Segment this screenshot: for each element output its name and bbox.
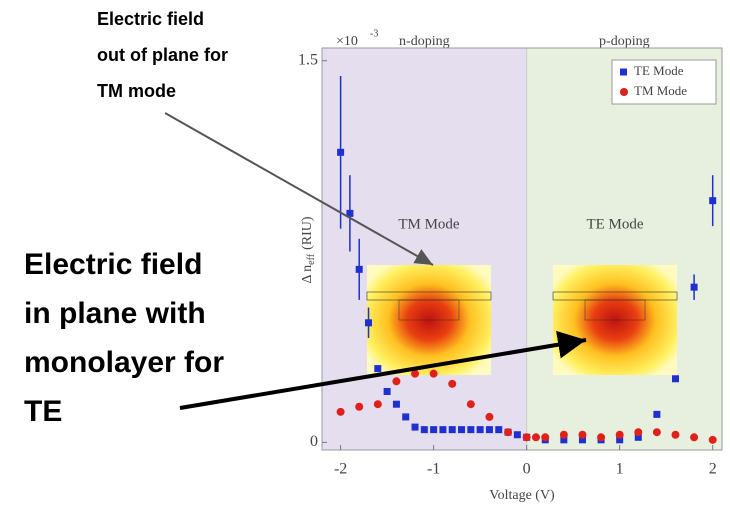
inset-label: TE Mode bbox=[586, 216, 643, 232]
legend-box bbox=[611, 59, 717, 105]
point bbox=[429, 369, 438, 378]
point bbox=[448, 426, 456, 434]
annotation-line: Electric field bbox=[24, 248, 202, 281]
point bbox=[485, 426, 493, 434]
point bbox=[485, 412, 494, 421]
y-label: Δ neff (RIU) bbox=[300, 216, 317, 283]
inset-label: TM Mode bbox=[398, 216, 460, 232]
annotations: Electric field out of plane for TM modeEle… bbox=[24, 9, 587, 428]
point bbox=[411, 369, 420, 378]
legend-marker bbox=[620, 68, 627, 76]
point bbox=[420, 426, 428, 434]
point bbox=[476, 426, 484, 434]
y-exponent-power: -3 bbox=[370, 28, 378, 39]
x-tick-label: 1 bbox=[616, 461, 624, 478]
region-label: n-doping bbox=[399, 34, 450, 49]
point bbox=[616, 436, 624, 444]
point bbox=[559, 430, 568, 439]
point bbox=[355, 265, 363, 273]
annotation-line: Electric field bbox=[97, 9, 204, 29]
x-tick-label: -2 bbox=[334, 461, 347, 478]
annotation-line: monolayer for bbox=[24, 346, 224, 379]
point bbox=[560, 436, 568, 444]
y-exponent-base: ×10 bbox=[336, 34, 358, 49]
region-label: p-doping bbox=[599, 34, 650, 49]
point bbox=[671, 375, 679, 383]
y-label-part: Δ n bbox=[300, 265, 315, 284]
annotation-line: TE bbox=[24, 395, 62, 428]
point bbox=[690, 283, 698, 291]
point bbox=[466, 400, 475, 409]
point bbox=[671, 430, 680, 439]
point bbox=[458, 426, 466, 434]
point bbox=[708, 435, 717, 444]
annotation-line: TM mode bbox=[97, 81, 176, 101]
point bbox=[430, 426, 438, 434]
arrow bbox=[179, 330, 587, 410]
plot: n-doping p-doping TM Mode TE Mode -2 -1 0 1 2 0 1.… bbox=[298, 28, 723, 503]
point bbox=[531, 433, 540, 442]
point bbox=[392, 400, 400, 408]
legend-label: TM Mode bbox=[634, 83, 687, 98]
x-tick-label: -1 bbox=[427, 461, 440, 478]
point bbox=[355, 402, 364, 411]
point bbox=[337, 148, 345, 156]
point bbox=[411, 423, 419, 431]
y-tick-label: 1.5 bbox=[298, 51, 318, 68]
annotation-line: in plane with bbox=[24, 297, 206, 330]
point bbox=[383, 387, 391, 395]
y-tick-label: 0 bbox=[310, 433, 318, 450]
point bbox=[709, 197, 717, 205]
point bbox=[467, 426, 475, 434]
point bbox=[522, 433, 531, 442]
x-tick-label: 0 bbox=[523, 461, 531, 478]
point bbox=[346, 209, 354, 217]
point bbox=[495, 426, 503, 434]
axes-frame bbox=[321, 47, 723, 451]
inset-core bbox=[398, 299, 460, 321]
point bbox=[597, 433, 606, 442]
point bbox=[690, 433, 699, 442]
point bbox=[373, 400, 382, 409]
y-label-part: (RIU) bbox=[300, 216, 315, 250]
annotation: Electric field in plane with monolayer for… bbox=[24, 248, 224, 428]
point bbox=[634, 428, 643, 437]
point bbox=[504, 428, 513, 437]
point bbox=[513, 431, 521, 439]
x-label: Voltage (V) bbox=[489, 488, 555, 503]
point bbox=[578, 436, 586, 444]
point bbox=[336, 407, 345, 416]
point bbox=[653, 410, 661, 418]
point bbox=[634, 433, 642, 441]
arrow bbox=[164, 112, 434, 266]
point bbox=[652, 428, 661, 437]
annotation: Electric field out of plane for TM mode bbox=[97, 9, 228, 101]
point bbox=[448, 379, 457, 388]
legend-marker bbox=[620, 88, 628, 96]
point bbox=[439, 426, 447, 434]
y-label-part: eff bbox=[306, 253, 317, 265]
point bbox=[578, 430, 587, 439]
region bbox=[526, 48, 722, 450]
annotation-line: out of plane for bbox=[97, 45, 228, 65]
point bbox=[392, 377, 401, 386]
inset-core bbox=[584, 299, 646, 321]
point bbox=[402, 413, 410, 421]
point bbox=[541, 433, 550, 442]
point bbox=[374, 365, 382, 373]
x-tick-label: 2 bbox=[709, 461, 717, 478]
point bbox=[615, 430, 624, 439]
region bbox=[322, 48, 527, 450]
point bbox=[365, 319, 373, 327]
legend-label: TE Mode bbox=[634, 63, 684, 78]
